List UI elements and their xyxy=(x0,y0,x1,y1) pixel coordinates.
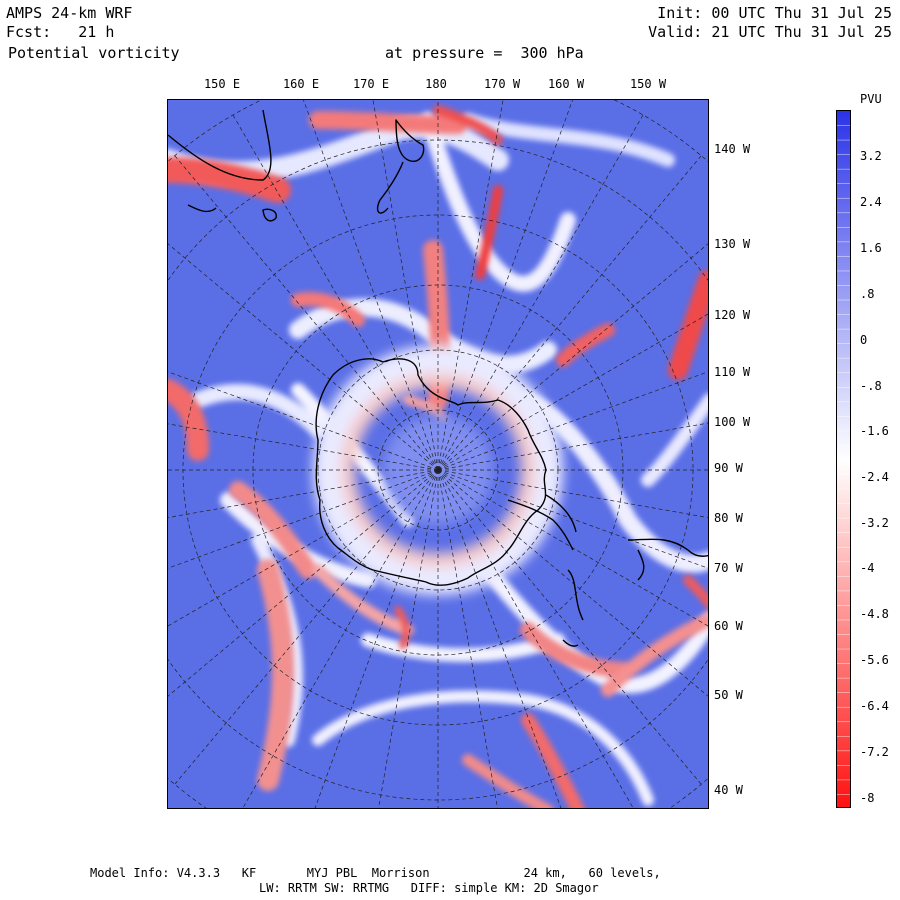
colorbar-tick: -3.2 xyxy=(860,516,889,530)
lat-label-90w: 90 W xyxy=(714,461,743,475)
coastlines xyxy=(168,109,708,647)
footer-physics-info: LW: RRTM SW: RRTMG DIFF: simple KM: 2D S… xyxy=(259,881,599,895)
map-panel xyxy=(167,99,709,809)
pressure-level: at pressure = 300 hPa xyxy=(385,44,584,62)
colorbar-tick: -7.2 xyxy=(860,745,889,759)
colorbar-tick: -6.4 xyxy=(860,699,889,713)
south-georgia xyxy=(562,639,579,647)
colorbar-tick: .8 xyxy=(860,287,875,301)
lat-label-40w: 40 W xyxy=(714,783,743,797)
colorbar-tick: 0 xyxy=(860,333,868,347)
antarctica-coast xyxy=(315,358,547,586)
colorbar-unit: PVU xyxy=(860,92,882,106)
pv-map xyxy=(168,100,708,808)
lon-label-180: 180 xyxy=(425,77,447,91)
colorbar-tick: 2.4 xyxy=(860,195,882,209)
meridians xyxy=(168,100,708,808)
colorbar-tick: -.8 xyxy=(860,379,882,393)
lat-label-80w: 80 W xyxy=(714,511,743,525)
forecast-hour: Fcst: 21 h xyxy=(6,23,115,41)
valid-time: Valid: 21 UTC Thu 31 Jul 25 xyxy=(648,23,892,41)
lat-label-130w: 130 W xyxy=(714,237,751,251)
lat-label-60w: 60 W xyxy=(714,619,743,633)
lon-label-160e: 160 E xyxy=(282,77,320,91)
lon-label-150w: 150 W xyxy=(629,77,667,91)
model-title: AMPS 24-km WRF xyxy=(6,4,133,22)
lat-label-140w: 140 W xyxy=(714,142,751,156)
colorbar-tick: -8 xyxy=(860,791,875,805)
south-america xyxy=(567,538,708,621)
footer-model-info: Model Info: V4.3.3 KF MYJ PBL Morrison 2… xyxy=(90,866,661,880)
colorbar-tick: -1.6 xyxy=(860,424,889,438)
field-name: Potential vorticity xyxy=(8,44,180,62)
colorbar-tick: -2.4 xyxy=(860,470,889,484)
lon-label-170w: 170 W xyxy=(483,77,521,91)
colorbar-tick: 3.2 xyxy=(860,149,882,163)
colorbar-tick: 1.6 xyxy=(860,241,882,255)
lon-label-150e: 150 E xyxy=(203,77,241,91)
colorbar xyxy=(836,110,851,808)
colorbar-tick: -4 xyxy=(860,561,875,575)
australia-tasmania xyxy=(168,109,277,222)
lat-label-100w: 100 W xyxy=(714,415,751,429)
colorbar-gradient xyxy=(837,111,850,807)
antarctic-peninsula xyxy=(507,494,577,551)
lat-label-50w: 50 W xyxy=(714,688,743,702)
lon-label-160w: 160 W xyxy=(547,77,585,91)
pv-filaments-red xyxy=(168,105,708,808)
new-zealand xyxy=(376,119,425,214)
lat-label-120w: 120 W xyxy=(714,308,751,322)
colorbar-tick: -5.6 xyxy=(860,653,889,667)
init-time: Init: 00 UTC Thu 31 Jul 25 xyxy=(657,4,892,22)
lon-label-170e: 170 E xyxy=(352,77,390,91)
lat-label-110w: 110 W xyxy=(714,365,751,379)
lat-label-70w: 70 W xyxy=(714,561,743,575)
graticule xyxy=(168,100,708,808)
colorbar-tick: -4.8 xyxy=(860,607,889,621)
